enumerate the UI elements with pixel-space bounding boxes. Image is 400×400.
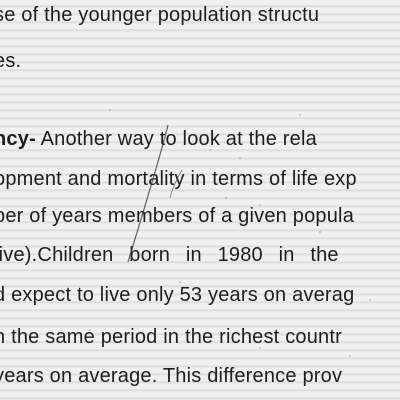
text-line-6: live).Children born in 1980 in the — [0, 244, 339, 266]
section-heading-fragment: ncy- — [0, 128, 36, 150]
text-line-3-body: Another way to look at the rela — [40, 128, 317, 150]
text-line-9: years on average. This difference prov — [0, 365, 343, 387]
text-line-8: n the same period in the richest countr — [0, 326, 342, 348]
text-line-7: d expect to live only 53 years on averag — [0, 284, 355, 306]
text-line-5: ber of years members of a given popula — [0, 205, 355, 227]
text-line-3: ncy- Another way to look at the rela — [0, 127, 317, 151]
text-line-1: se of the younger population structu — [0, 4, 320, 26]
text-line-4: opment and mortality in terms of life ex… — [0, 168, 357, 190]
text-line-2: es. — [0, 50, 22, 72]
